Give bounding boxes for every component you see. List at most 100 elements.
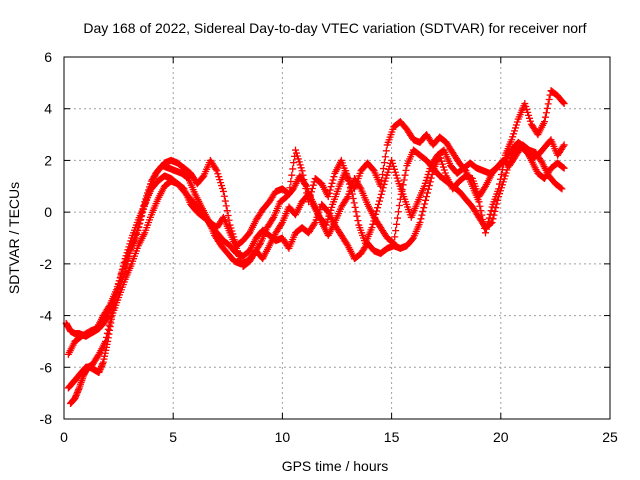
data-point-marker [110, 301, 118, 309]
data-point-marker [560, 100, 568, 108]
data-point-marker [420, 204, 428, 212]
data-point-marker [401, 171, 409, 179]
data-point-marker [116, 273, 124, 281]
series-track-d [67, 136, 568, 407]
data-point-marker [545, 95, 553, 103]
data-point-marker [428, 170, 436, 178]
data-point-marker [559, 98, 567, 106]
data-point-marker [298, 167, 306, 175]
data-point-marker [108, 309, 116, 317]
data-point-marker [369, 220, 377, 228]
y-tick-label: 2 [44, 152, 52, 168]
data-point-marker [543, 104, 551, 112]
data-point-marker [418, 211, 426, 219]
x-tick-label: 10 [275, 429, 291, 445]
x-tick-label: 15 [384, 429, 400, 445]
data-point-marker [393, 220, 401, 228]
data-point-marker [221, 197, 229, 205]
data-point-marker [220, 192, 228, 200]
data-point-marker [112, 293, 120, 301]
data-point-marker [343, 194, 351, 202]
data-point-marker [390, 239, 398, 247]
data-point-marker [287, 177, 295, 185]
data-point-marker [109, 305, 117, 313]
data-point-marker [102, 333, 110, 341]
y-tick-label: -2 [40, 256, 53, 272]
data-point-marker [101, 337, 109, 345]
data-point-marker [557, 184, 565, 192]
data-point-marker [374, 204, 382, 212]
series-track-c [64, 138, 568, 392]
data-point-marker [397, 190, 405, 198]
x-tick-label: 0 [60, 429, 68, 445]
data-point-marker [117, 269, 125, 277]
data-point-marker [402, 166, 410, 174]
data-point-marker [107, 313, 115, 321]
data-point-marker [423, 193, 431, 201]
data-point-marker [120, 258, 128, 266]
data-point-marker [423, 189, 431, 197]
data-point-marker [309, 181, 317, 189]
data-point-marker [352, 208, 360, 216]
data-point-marker [493, 200, 501, 208]
plot-frame [63, 56, 611, 420]
y-tick-label: -6 [40, 359, 53, 375]
data-point-marker [111, 297, 119, 305]
data-point-marker [269, 215, 277, 223]
data-point-marker [417, 215, 425, 223]
y-tick-label: 6 [44, 49, 52, 65]
data-point-marker [542, 109, 550, 117]
data-point-marker [424, 185, 432, 193]
data-point-marker [497, 170, 505, 178]
x-axis-label: GPS time / hours [282, 458, 389, 474]
data-point-marker [310, 220, 318, 228]
data-point-marker [559, 163, 567, 171]
data-point-marker [541, 113, 549, 121]
data-point-marker [394, 214, 402, 222]
x-tick-label: 20 [493, 429, 509, 445]
data-point-marker [395, 201, 403, 209]
data-point-marker [299, 171, 307, 179]
data-point-marker [427, 174, 435, 182]
data-point-marker [560, 141, 568, 149]
axis-ticks: 0 5 10 15 20 25 -8 -6 -4 -2 0 2 4 6 [40, 49, 618, 445]
data-point-marker [373, 207, 381, 215]
data-point-marker [425, 182, 433, 190]
data-point-marker [379, 170, 387, 178]
data-point-marker [487, 219, 495, 227]
y-tick-label: -8 [40, 411, 53, 427]
data-points [62, 87, 568, 407]
data-point-marker [225, 216, 233, 224]
data-point-marker [329, 176, 337, 184]
data-point-marker [487, 207, 495, 215]
data-point-marker [351, 203, 359, 211]
data-point-marker [486, 210, 494, 218]
data-point-marker [394, 208, 402, 216]
data-point-marker [426, 178, 434, 186]
data-point-marker [392, 227, 400, 235]
data-point-marker [396, 195, 404, 203]
data-point-marker [349, 194, 357, 202]
data-point-marker [544, 100, 552, 108]
data-point-marker [476, 202, 484, 210]
data-point-marker [559, 142, 567, 150]
data-point-marker [212, 165, 220, 173]
data-point-marker [489, 215, 497, 223]
data-point-marker [327, 183, 335, 191]
data-point-marker [560, 164, 568, 172]
data-point-marker [301, 180, 309, 188]
data-point-marker [106, 317, 114, 325]
data-point-marker [353, 212, 361, 220]
data-point-marker [378, 176, 386, 184]
data-point-marker [300, 176, 308, 184]
data-point-marker [492, 204, 500, 212]
data-point-marker [419, 207, 427, 215]
data-point-marker [488, 218, 496, 226]
data-point-marker [324, 193, 332, 201]
chart-title: Day 168 of 2022, Sidereal Day-to-day VTE… [83, 20, 586, 36]
data-point-marker [286, 184, 294, 192]
data-point-marker [104, 325, 112, 333]
data-point-marker [379, 165, 387, 173]
data-point-marker [377, 190, 385, 198]
data-point-marker [224, 211, 232, 219]
